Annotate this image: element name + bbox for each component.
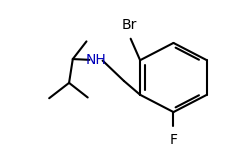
Text: F: F [170,133,177,147]
Text: Br: Br [122,18,137,32]
Text: NH: NH [86,53,107,67]
